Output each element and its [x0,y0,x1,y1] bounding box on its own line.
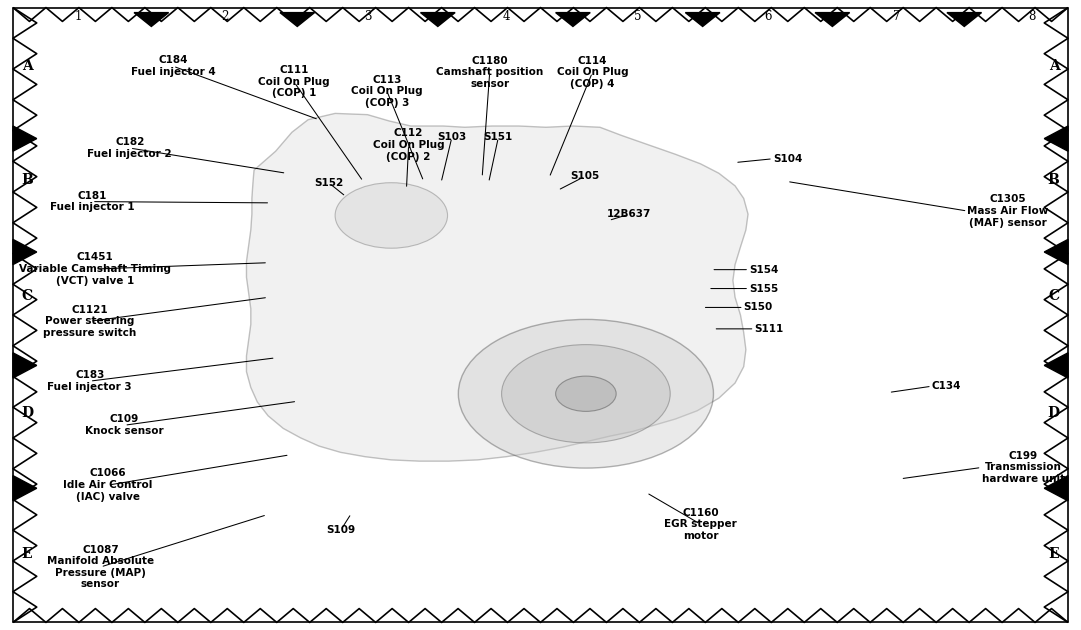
Text: C114
Coil On Plug
(COP) 4: C114 Coil On Plug (COP) 4 [557,56,628,89]
Text: C1180
Camshaft position
sensor: C1180 Camshaft position sensor [436,56,544,89]
Polygon shape [13,476,37,501]
PathPatch shape [246,113,748,461]
Polygon shape [1044,126,1068,151]
Polygon shape [280,13,315,26]
Text: A: A [22,59,32,73]
Circle shape [556,376,616,411]
Polygon shape [13,126,37,151]
Text: 5: 5 [635,10,641,23]
Text: D: D [22,406,34,420]
Text: C1121
Power steering
pressure switch: C1121 Power steering pressure switch [43,305,136,338]
Text: 7: 7 [894,10,900,23]
Text: C: C [22,289,32,303]
Text: C1160
EGR stepper
motor: C1160 EGR stepper motor [664,508,737,541]
Text: S104: S104 [773,154,802,164]
Polygon shape [1044,239,1068,265]
Text: 1: 1 [75,10,81,23]
Text: B: B [22,173,34,186]
Text: S105: S105 [570,171,600,181]
Circle shape [458,319,713,468]
Text: C134: C134 [932,381,961,391]
Text: C183
Fuel injector 3: C183 Fuel injector 3 [48,370,132,392]
Text: S154: S154 [749,265,778,275]
Text: C1305
Mass Air Flow
(MAF) sensor: C1305 Mass Air Flow (MAF) sensor [967,195,1049,227]
Text: 2: 2 [222,10,228,23]
Text: C1066
Idle Air Control
(IAC) valve: C1066 Idle Air Control (IAC) valve [64,469,152,501]
Text: C181
Fuel injector 1: C181 Fuel injector 1 [50,191,134,212]
Text: S150: S150 [744,302,773,312]
Text: 12B637: 12B637 [606,209,652,219]
Text: 4: 4 [503,10,509,23]
Text: 6: 6 [764,10,771,23]
Text: E: E [1049,547,1059,561]
Text: C199
Transmission
hardware unit: C199 Transmission hardware unit [982,451,1065,484]
Circle shape [502,345,670,443]
Text: C111
Coil On Plug
(COP) 1: C111 Coil On Plug (COP) 1 [258,66,330,98]
Text: E: E [22,547,32,561]
Text: C113
Coil On Plug
(COP) 3: C113 Coil On Plug (COP) 3 [351,75,423,108]
Text: S152: S152 [313,178,344,188]
Text: C1451
Variable Camshaft Timing
(VCT) valve 1: C1451 Variable Camshaft Timing (VCT) val… [19,253,171,285]
Polygon shape [556,13,590,26]
Text: S111: S111 [755,324,784,334]
Polygon shape [1044,353,1068,378]
Polygon shape [1044,476,1068,501]
Text: S151: S151 [483,132,513,142]
Text: D: D [1047,406,1059,420]
Text: C1087
Manifold Absolute
Pressure (MAP)
sensor: C1087 Manifold Absolute Pressure (MAP) s… [46,544,155,590]
Text: B: B [1047,173,1059,186]
Text: C184
Fuel injector 4: C184 Fuel injector 4 [131,55,215,77]
Text: C: C [1049,289,1059,303]
Polygon shape [134,13,169,26]
Polygon shape [13,239,37,265]
Polygon shape [815,13,850,26]
Text: S109: S109 [326,525,355,536]
Polygon shape [685,13,720,26]
Text: S155: S155 [749,284,778,294]
Polygon shape [421,13,455,26]
Text: A: A [1049,59,1059,73]
Text: C182
Fuel injector 2: C182 Fuel injector 2 [88,137,172,159]
Polygon shape [947,13,982,26]
Text: 8: 8 [1029,10,1036,23]
Text: C112
Coil On Plug
(COP) 2: C112 Coil On Plug (COP) 2 [373,129,444,161]
Text: 3: 3 [364,10,371,23]
Circle shape [335,183,448,248]
Text: S103: S103 [437,132,467,142]
Text: C109
Knock sensor: C109 Knock sensor [85,415,163,436]
Polygon shape [13,353,37,378]
